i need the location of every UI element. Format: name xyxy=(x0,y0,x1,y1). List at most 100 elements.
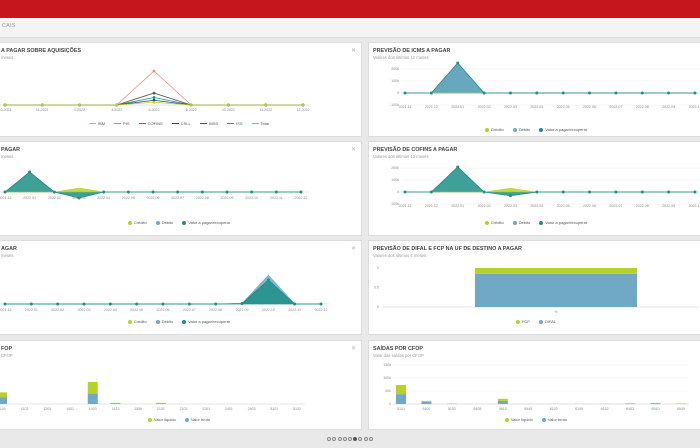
x-tick-label: 2022.03 xyxy=(73,196,86,200)
data-point xyxy=(153,96,156,99)
data-point xyxy=(241,302,244,305)
legend-label: Crédito xyxy=(491,127,504,132)
legend-item[interactable]: Valor líquido xyxy=(505,417,533,422)
x-tick-label: 2022.05 xyxy=(130,308,143,312)
x-tick-label: 1.2022 xyxy=(74,108,85,112)
x-tick-label: 2022.06 xyxy=(583,204,596,208)
bar-valor-liquido xyxy=(498,399,508,401)
bar-valor-liquido xyxy=(676,403,686,404)
x-tick-label: 2022.10 xyxy=(262,308,275,312)
legend-label: COFINS xyxy=(148,121,163,126)
y-tick-label: 200k xyxy=(391,67,399,71)
page-dot[interactable] xyxy=(327,437,331,441)
x-tick-label: 2022.08 xyxy=(209,308,222,312)
data-point xyxy=(300,191,303,194)
legend-item[interactable]: DIFAL xyxy=(539,319,556,324)
legend-item[interactable]: PIS xyxy=(114,121,129,126)
legend-item[interactable]: Crédito xyxy=(485,127,504,132)
legend-item[interactable]: Crédito xyxy=(485,220,504,225)
data-point xyxy=(404,191,407,194)
x-tick-label: 2022.01 xyxy=(25,308,38,312)
page-dot[interactable] xyxy=(332,437,336,441)
data-point xyxy=(667,191,670,194)
x-tick-label: 2201 xyxy=(202,407,210,411)
data-point xyxy=(153,101,156,104)
data-point xyxy=(135,303,138,306)
legend-item[interactable]: Valor bruto xyxy=(185,417,210,422)
x-tick-label: 2022.01 xyxy=(451,204,464,208)
x-tick-label: 2022.01 xyxy=(23,196,36,200)
data-point xyxy=(190,104,193,107)
legend-item[interactable]: FCP xyxy=(516,319,530,324)
page-dot[interactable] xyxy=(353,437,357,441)
legend-item[interactable]: Crédito xyxy=(128,319,147,324)
data-point xyxy=(201,191,204,194)
legend-item[interactable]: Crédito xyxy=(128,220,147,225)
legend-item[interactable]: Débito xyxy=(156,220,174,225)
legend-label: Valor a pagar/recuperar xyxy=(188,319,230,324)
x-tick-label: 6403 xyxy=(626,407,634,411)
data-point xyxy=(28,171,31,174)
x-tick-label: 2403 xyxy=(248,407,256,411)
page-dot[interactable] xyxy=(348,437,352,441)
legend-item[interactable]: IBM xyxy=(89,121,105,126)
data-point xyxy=(152,191,155,194)
series-area xyxy=(405,63,695,93)
legend-label: Valor a pagar/recuperar xyxy=(545,220,587,225)
legend-item[interactable]: Valor a pagar/recuperar xyxy=(539,127,587,132)
page-dot[interactable] xyxy=(369,437,373,441)
legend-swatch xyxy=(89,123,96,124)
legend-item[interactable]: Valor a pagar/recuperar xyxy=(539,220,587,225)
legend-item[interactable]: CSLL xyxy=(172,121,191,126)
legend-item[interactable]: Débito xyxy=(513,220,531,225)
x-tick-label: 1403 xyxy=(89,407,97,411)
data-point xyxy=(509,92,512,95)
x-tick-label: 2022.12 xyxy=(295,196,308,200)
page-dot[interactable] xyxy=(343,437,347,441)
legend-item[interactable]: Débito xyxy=(156,319,174,324)
x-tick-label: 2022.04 xyxy=(530,204,543,208)
x-tick-label: 2022.02 xyxy=(478,105,491,109)
legend-swatch xyxy=(128,320,132,324)
legend-item[interactable]: INSS xyxy=(200,121,218,126)
x-tick-label: 2022.11 xyxy=(270,196,283,200)
chart-legend: Valor líquido Valor bruto xyxy=(0,417,361,422)
y-tick-label: 100k xyxy=(391,79,399,83)
legend-item[interactable]: Valor bruto xyxy=(542,417,567,422)
chart-legend: Crédito Débito Valor a pagar/recuperar xyxy=(369,220,700,225)
y-tick-label: 100k xyxy=(383,376,391,380)
legend-item[interactable]: Débito xyxy=(513,127,531,132)
x-tick-label: 10.2021 xyxy=(0,108,12,112)
data-point xyxy=(588,92,591,95)
page-dot[interactable] xyxy=(364,437,368,441)
legend-item[interactable]: Valor líquido xyxy=(148,417,176,422)
legend-label: Débito xyxy=(162,220,174,225)
legend-swatch xyxy=(182,221,186,225)
legend-item[interactable]: ISS xyxy=(227,121,242,126)
y-tick-label: 50k xyxy=(385,389,391,393)
x-tick-label: 2022.10 xyxy=(245,196,258,200)
x-tick-label: 1101 xyxy=(0,407,6,411)
x-tick-label: 2022.07 xyxy=(171,196,184,200)
y-tick-label: 0 xyxy=(389,402,391,406)
x-tick-label: 2022.03 xyxy=(504,105,517,109)
page-dot[interactable] xyxy=(338,437,342,441)
data-point xyxy=(275,191,278,194)
x-tick-label: 5102 xyxy=(422,407,430,411)
x-tick-label: 2021.11 xyxy=(399,204,412,208)
legend-swatch xyxy=(156,320,160,324)
x-tick-label: 5405 xyxy=(473,407,481,411)
series-line xyxy=(5,172,301,198)
data-point xyxy=(188,303,191,306)
legend-item[interactable]: Total xyxy=(252,121,269,126)
data-point xyxy=(176,191,179,194)
legend-item[interactable]: Valor a pagar/recuperar xyxy=(182,319,230,324)
legend-item[interactable]: COFINS xyxy=(139,121,163,126)
data-point xyxy=(267,279,270,282)
page-dot[interactable] xyxy=(358,437,362,441)
legend-label: DIFAL xyxy=(545,319,556,324)
data-point xyxy=(226,191,229,194)
legend-item[interactable]: Valor a pagar/recuperar xyxy=(182,220,230,225)
data-point xyxy=(614,191,617,194)
legend-label: ISS xyxy=(236,121,242,126)
